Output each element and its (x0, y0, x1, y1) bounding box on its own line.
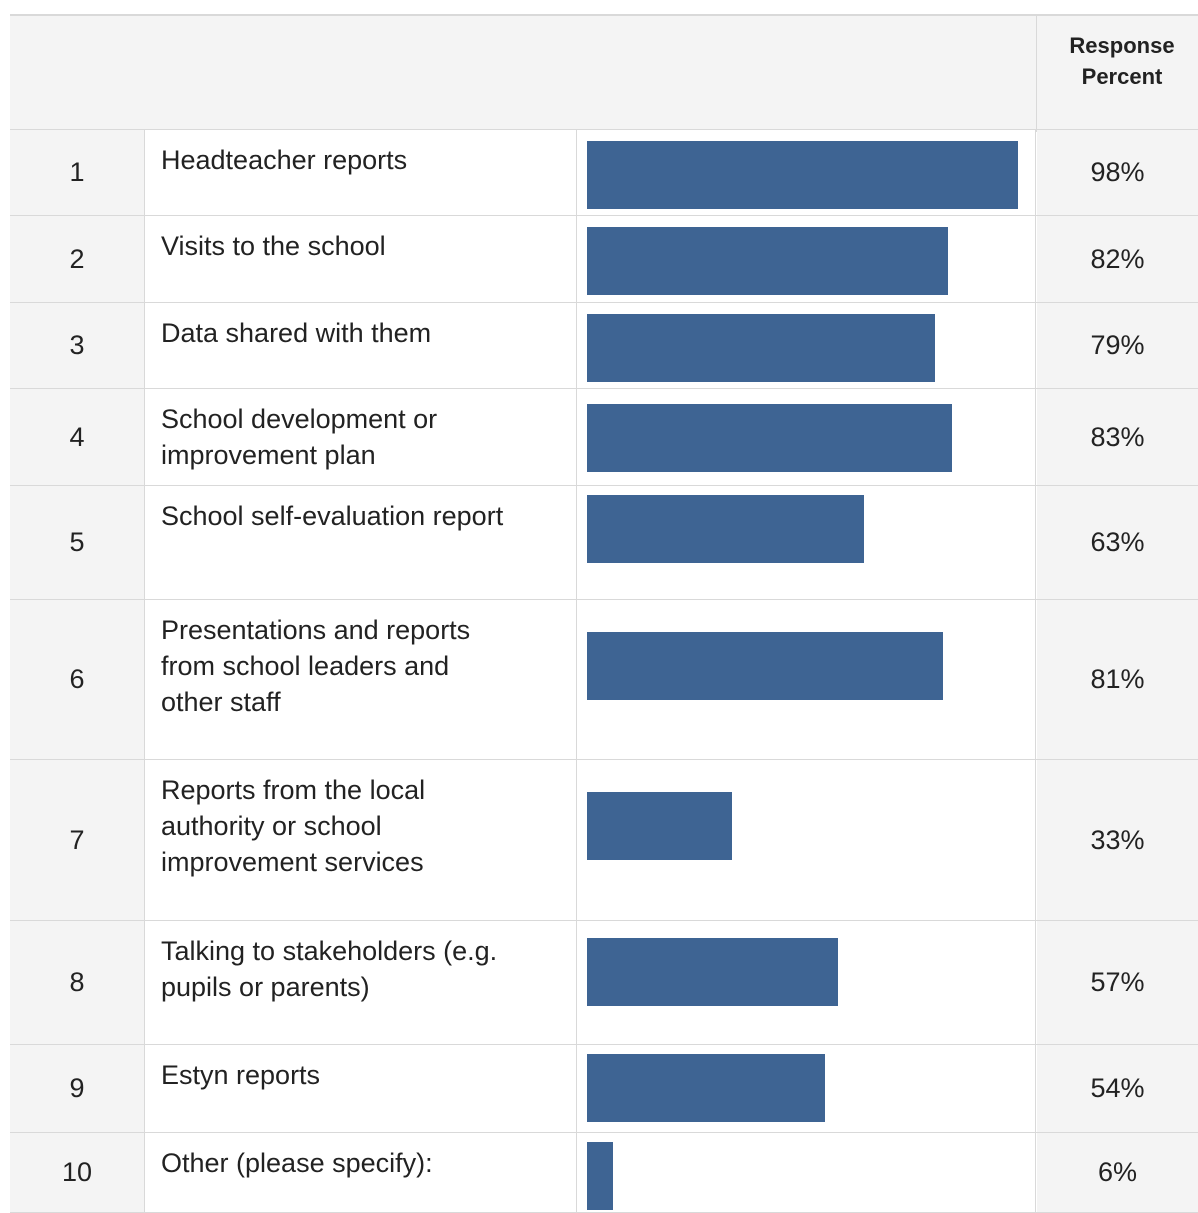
table-row: 7 Reports from the local authority or sch… (10, 760, 1198, 921)
bar (587, 938, 838, 1006)
bar (587, 632, 943, 700)
category-label: School self-evaluation report (145, 486, 577, 599)
row-number: 1 (10, 130, 145, 215)
row-number: 8 (10, 921, 145, 1044)
bar-cell (577, 1133, 1036, 1212)
category-label: Estyn reports (145, 1045, 577, 1132)
bar-cell (577, 389, 1036, 485)
bar-cell (577, 130, 1036, 215)
bar-cell (577, 486, 1036, 599)
category-label: Reports from the local authority or scho… (145, 760, 577, 920)
bar-cell (577, 303, 1036, 388)
table-row: 2 Visits to the school 82% (10, 216, 1198, 303)
bar-cell (577, 921, 1036, 1044)
value-label: 82% (1037, 216, 1198, 302)
bar-cell (577, 600, 1036, 759)
bar (587, 1142, 613, 1210)
response-percent-header: Response Percent (1069, 33, 1175, 89)
table-row: 4 School development or improvement plan 8… (10, 389, 1198, 486)
value-label: 79% (1037, 303, 1198, 388)
header-divider (1036, 16, 1037, 132)
table-row: 1 Headteacher reports 98% (10, 130, 1198, 216)
value-label: 33% (1037, 760, 1198, 920)
value-label: 98% (1037, 130, 1198, 215)
value-label: 57% (1037, 921, 1198, 1044)
row-number: 7 (10, 760, 145, 920)
row-number: 4 (10, 389, 145, 485)
table-row: 8 Talking to stakeholders (e.g. pupils or… (10, 921, 1198, 1045)
bar-cell (577, 216, 1036, 302)
bar (587, 141, 1018, 209)
table-row: 5 School self-evaluation report 63% (10, 486, 1198, 600)
row-number: 6 (10, 600, 145, 759)
bar (587, 495, 864, 563)
bar-cell (577, 760, 1036, 920)
table-row: 6 Presentations and reports from school l… (10, 600, 1198, 760)
row-number: 3 (10, 303, 145, 388)
row-number: 10 (10, 1133, 145, 1212)
category-label: Presentations and reports from school le… (145, 600, 577, 759)
table-row: 10 Other (please specify): 6% (10, 1133, 1198, 1213)
value-label: 83% (1037, 389, 1198, 485)
row-number: 2 (10, 216, 145, 302)
bar (587, 1054, 825, 1122)
bar (587, 227, 948, 295)
category-label: Visits to the school (145, 216, 577, 302)
bar-cell (577, 1045, 1036, 1132)
category-label: Headteacher reports (145, 130, 577, 215)
row-number: 9 (10, 1045, 145, 1132)
value-label: 6% (1037, 1133, 1198, 1212)
table-row: 3 Data shared with them 79% (10, 303, 1198, 389)
bar (587, 792, 732, 860)
bar (587, 404, 952, 472)
category-label: School development or improvement plan (145, 389, 577, 485)
table-header-row: Response Percent (10, 14, 1198, 132)
value-label: 54% (1037, 1045, 1198, 1132)
category-label: Talking to stakeholders (e.g. pupils or … (145, 921, 577, 1044)
bar (587, 314, 935, 382)
category-label: Data shared with them (145, 303, 577, 388)
category-label: Other (please specify): (145, 1133, 577, 1212)
value-label: 81% (1037, 600, 1198, 759)
row-number: 5 (10, 486, 145, 599)
table-row: 9 Estyn reports 54% (10, 1045, 1198, 1133)
value-label: 63% (1037, 486, 1198, 599)
